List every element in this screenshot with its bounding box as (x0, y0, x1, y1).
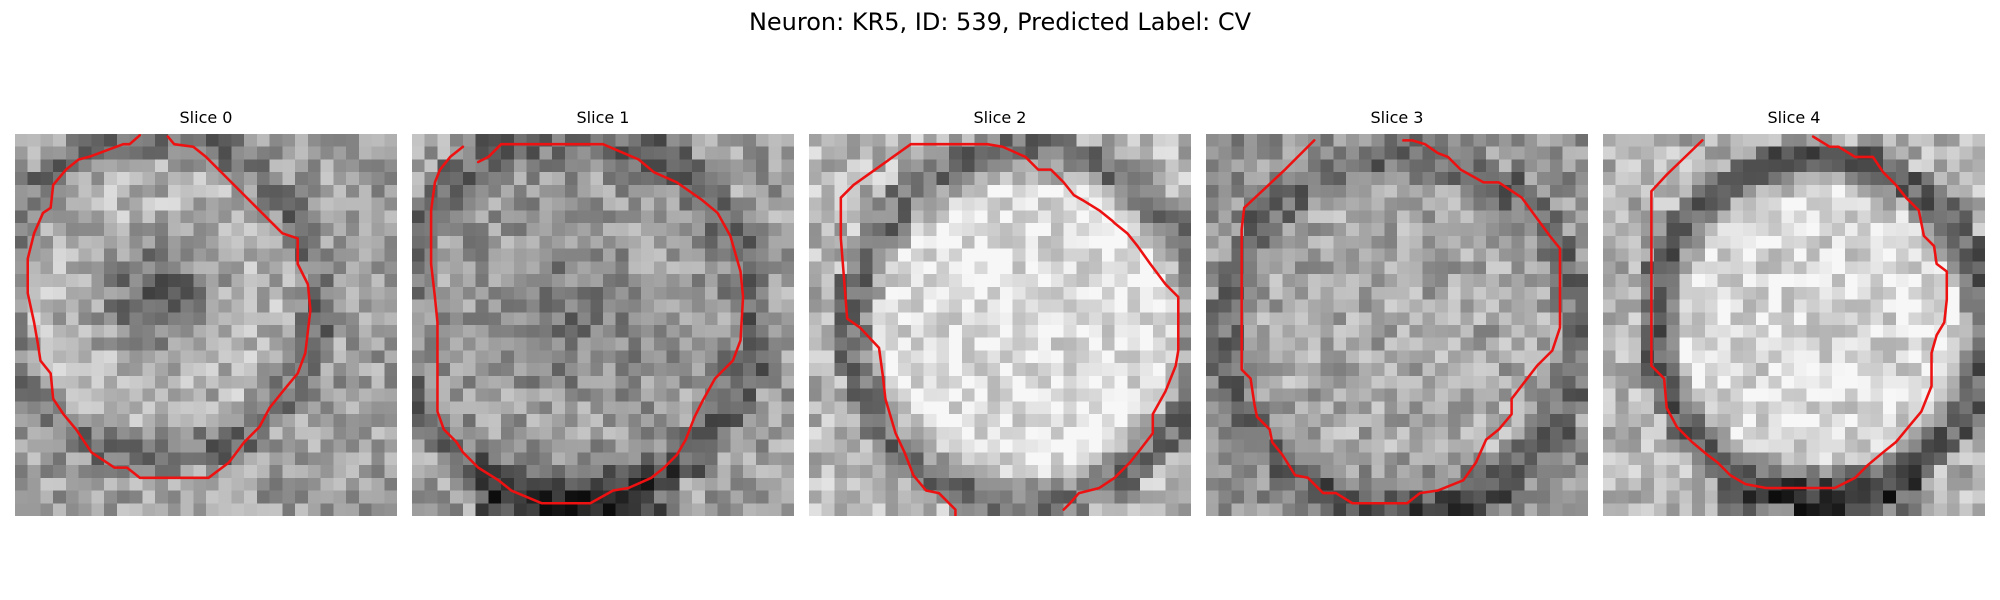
slice-0-image (15, 134, 397, 516)
slice-1-title: Slice 1 (576, 108, 630, 127)
pixel-grid (412, 134, 794, 516)
contour-line (1240, 139, 1562, 505)
slice-3-image (1206, 134, 1588, 516)
slice-0-title: Slice 0 (179, 108, 233, 127)
slice-1-image (412, 134, 794, 516)
contour-line (26, 134, 312, 480)
figure-title: Neuron: KR5, ID: 539, Predicted Label: C… (748, 8, 1252, 36)
slice-2-title: Slice 2 (973, 108, 1027, 127)
pixel-grid (809, 134, 1191, 516)
contour-line (1650, 135, 1949, 490)
slice-3-title: Slice 3 (1370, 108, 1424, 127)
contour-line-2 (909, 142, 1180, 511)
slice-2-image (809, 134, 1191, 516)
pixel-grid (15, 134, 397, 516)
slice-4-title: Slice 4 (1767, 108, 1821, 127)
pixel-grid (1206, 134, 1588, 516)
contour-line (429, 142, 745, 505)
contour-line (839, 142, 957, 516)
slice-4-image (1603, 134, 1985, 516)
pixel-grid (1603, 134, 1985, 516)
